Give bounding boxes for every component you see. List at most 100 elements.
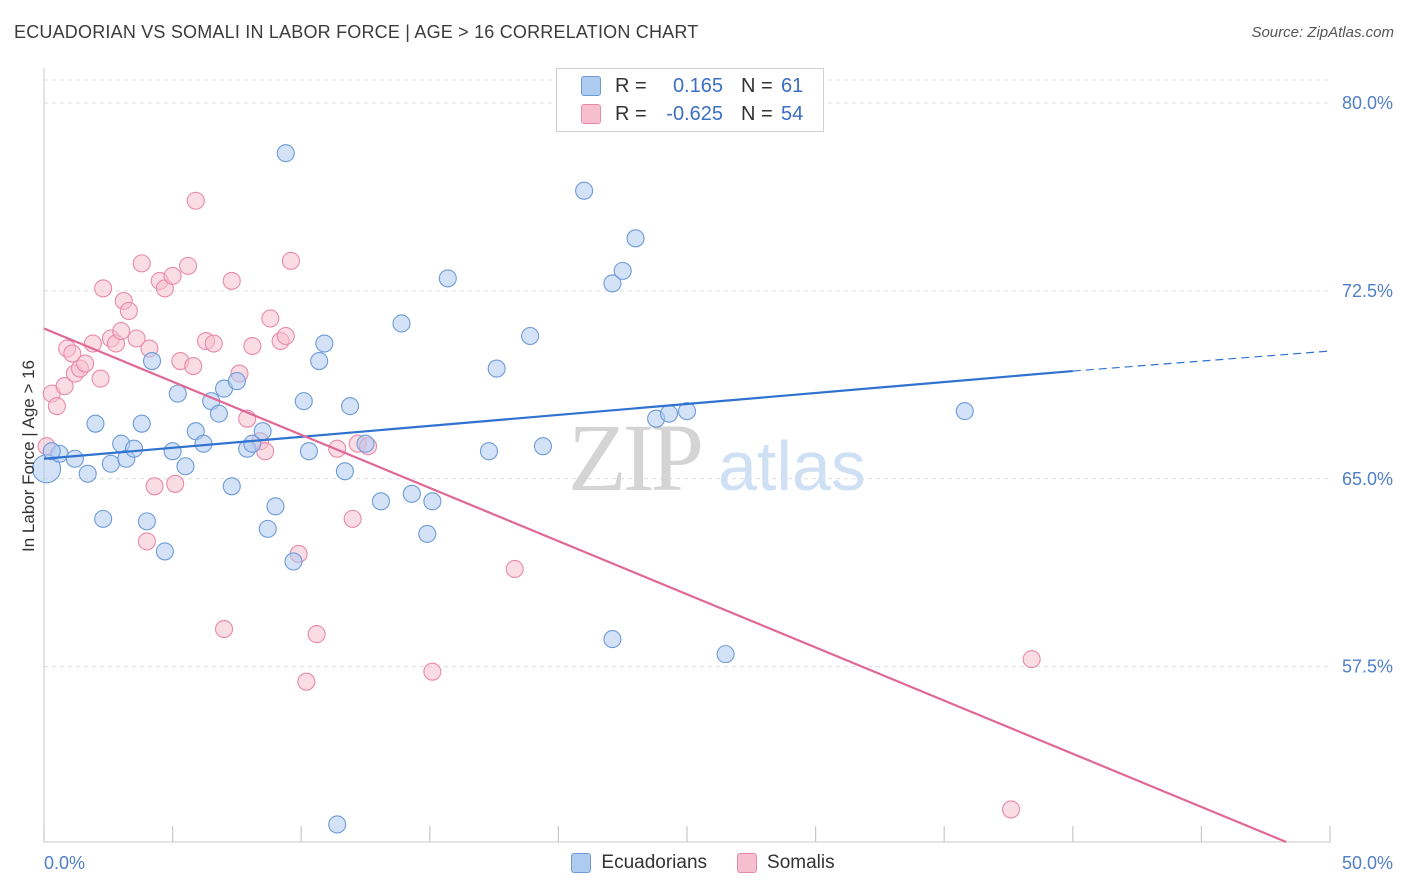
somalis-trend-line [43, 327, 1287, 844]
ecuadorians-point [677, 402, 697, 421]
legend-n-label: N = [741, 102, 773, 125]
somalis-point [112, 321, 131, 341]
ecuadorians-point [294, 392, 313, 411]
x-tick-label: 50.0% [1342, 853, 1393, 873]
ecuadorians-point [266, 497, 285, 516]
ecuadorians-point [209, 404, 228, 423]
legend-n-value: 54 [781, 102, 804, 125]
source-label: Source: ZipAtlas.com [1251, 24, 1394, 41]
ecuadorians-point [438, 269, 457, 288]
ecuadorians-point [335, 462, 354, 481]
somalis-point [166, 474, 185, 493]
ecuadorians-point [315, 334, 334, 353]
legend-swatch-pink [737, 853, 758, 873]
ecuadorians-point [142, 352, 162, 371]
ecuadorians-point [521, 326, 540, 346]
somalis-point [184, 357, 203, 376]
legend-label-somalis: Somalis [767, 852, 835, 873]
y-tick-label: 65.0% [1342, 469, 1393, 489]
legend-swatch-blue [581, 76, 601, 96]
y-axis-label: In Labor Force | Age > 16 [19, 360, 38, 552]
somalis-point [281, 251, 300, 270]
ecuadorians-trend-line [43, 369, 1073, 460]
legend-row-ecuadorians: R = 0.165 N = 61 [581, 73, 811, 99]
legend-r-value: -0.625 [666, 102, 723, 125]
somalis-point [243, 336, 262, 356]
somalis-point [261, 309, 280, 328]
ecuadorians-point [168, 384, 187, 403]
ecuadorians-point [124, 439, 144, 458]
ecuadorians-point [659, 404, 679, 423]
y-tick-label: 57.5% [1342, 657, 1393, 677]
ecuadorians-point [222, 477, 241, 496]
ecuadorians-point [284, 552, 303, 571]
somalis-point [127, 329, 146, 348]
ecuadorians-point [402, 484, 421, 503]
somalis-point [119, 301, 138, 321]
somalis-point [132, 254, 151, 273]
ecuadorians-point [371, 492, 390, 511]
ecuadorians-point [423, 492, 442, 511]
somalis-point [137, 532, 156, 551]
x-tick-label: 0.0% [44, 853, 85, 873]
legend-item-ecuadorians: Ecuadorians [571, 852, 707, 874]
ecuadorians-point [418, 524, 437, 543]
ecuadorians-point [276, 144, 295, 163]
somalis-point [276, 326, 295, 346]
ecuadorians-point [163, 442, 182, 461]
ecuadorians-point [603, 630, 622, 649]
somalis-point [163, 266, 182, 285]
ecuadorians-point [258, 519, 277, 538]
somalis-point [204, 334, 223, 353]
ecuadorians-point [716, 645, 735, 664]
somalis-point [307, 625, 326, 644]
somalis-point [91, 369, 110, 388]
ecuadorians-point [299, 442, 318, 461]
ecuadorians-point [78, 464, 97, 483]
correlation-legend: R = 0.165 N = 61 R = -0.625 N = 54 [556, 68, 824, 132]
legend-n-label: N = [741, 74, 773, 97]
ecuadorians-point [626, 229, 645, 248]
somalis-point [94, 279, 113, 298]
ecuadorians-point [479, 442, 499, 461]
ecuadorians-point [487, 359, 506, 378]
tick-labels: 57.5% 65.0% 72.5% 80.0% 0.0% 50.0% [44, 93, 1393, 873]
ecuadorians-point [227, 372, 246, 391]
somalis-point [1002, 800, 1021, 819]
watermark-zip: ZIP [568, 404, 701, 511]
trend-lines [43, 327, 1331, 844]
ecuadorians-point [65, 449, 84, 468]
legend-r-value: 0.165 [672, 74, 723, 97]
somalis-point [47, 397, 66, 416]
y-tick-label: 72.5% [1342, 281, 1393, 301]
watermark-atlas: atlas [718, 427, 866, 505]
ecuadorians-point [575, 181, 594, 200]
ecuadorians-point [955, 402, 974, 421]
ecuadorians-trend-extension [1072, 350, 1331, 372]
somalis-point [186, 191, 205, 210]
somalis-points [37, 191, 1041, 819]
legend-label-ecuadorians: Ecuadorians [601, 852, 708, 873]
legend-item-somalis: Somalis [737, 852, 835, 874]
ecuadorians-point [533, 437, 553, 456]
somalis-point [145, 477, 164, 496]
somalis-point [297, 672, 316, 691]
somalis-point [343, 509, 362, 528]
ecuadorians-point [155, 542, 174, 561]
chart-title: ECUADORIAN VS SOMALI IN LABOR FORCE | AG… [14, 22, 699, 42]
somalis-point [222, 271, 241, 290]
legend-swatch-blue [571, 853, 592, 873]
ecuadorians-point [101, 454, 120, 473]
somalis-point [55, 377, 74, 396]
legend-r-label: R = [615, 102, 647, 125]
ecuadorians-point [176, 457, 195, 476]
somalis-point [1022, 650, 1041, 669]
somalis-point [423, 662, 442, 681]
ecuadorians-point [42, 442, 61, 461]
somalis-point [76, 354, 95, 373]
ecuadorians-point [310, 352, 329, 371]
ecuadorians-point [86, 414, 105, 433]
ecuadorians-point [341, 397, 360, 416]
legend-swatch-pink [581, 104, 601, 124]
